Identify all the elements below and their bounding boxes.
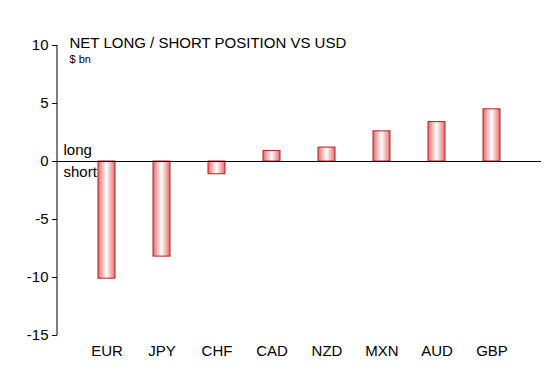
svg-text:EUR: EUR — [91, 342, 123, 359]
svg-text:-10: -10 — [27, 268, 49, 285]
svg-text:NET LONG / SHORT POSITION VS U: NET LONG / SHORT POSITION VS USD — [70, 34, 347, 51]
svg-text:5: 5 — [40, 94, 48, 111]
svg-text:-15: -15 — [27, 326, 49, 343]
svg-text:MXN: MXN — [365, 342, 398, 359]
svg-text:0: 0 — [40, 152, 48, 169]
svg-text:CHF: CHF — [202, 342, 233, 359]
svg-text:-5: -5 — [35, 210, 48, 227]
svg-text:NZD: NZD — [312, 342, 343, 359]
svg-text:10: 10 — [32, 36, 49, 53]
svg-text:short: short — [64, 163, 98, 180]
svg-text:AUD: AUD — [421, 342, 453, 359]
svg-text:CAD: CAD — [256, 342, 288, 359]
svg-text:JPY: JPY — [148, 342, 176, 359]
svg-text:GBP: GBP — [476, 342, 508, 359]
svg-text:long: long — [64, 141, 92, 158]
svg-text:$ bn: $ bn — [70, 53, 91, 65]
